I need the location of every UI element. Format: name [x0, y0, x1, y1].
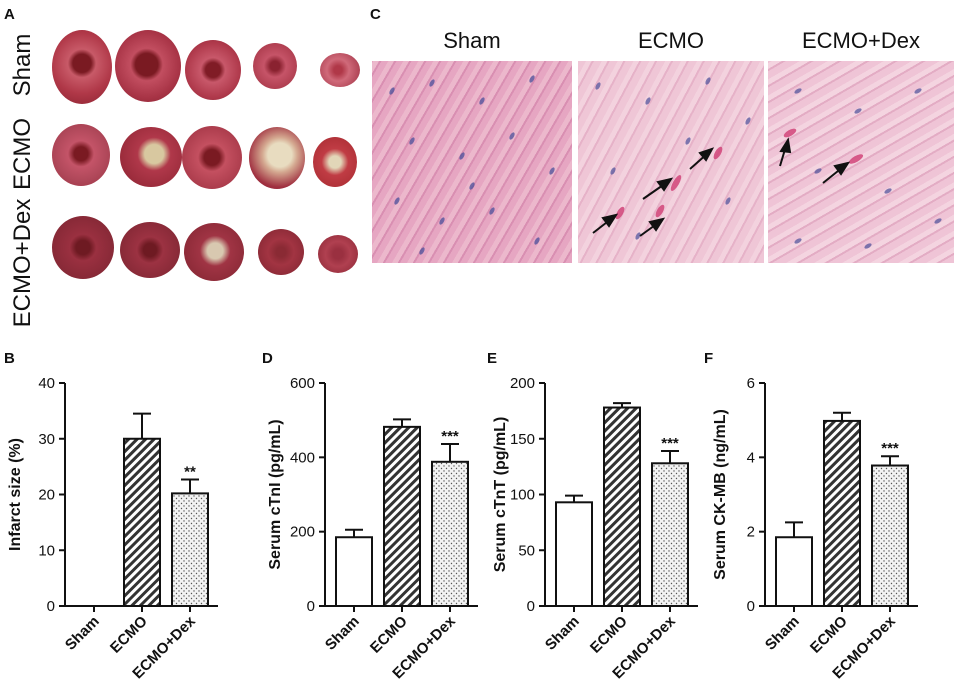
bar-ecmo	[383, 425, 421, 607]
row-label-ecmo-dex: ECMO+Dex	[9, 198, 36, 328]
y-tick-label: 10	[38, 542, 55, 559]
y-tick-label: 600	[290, 375, 315, 392]
y-tick-label: 0	[747, 598, 755, 615]
heart-slice	[258, 229, 304, 275]
bar-sham	[335, 536, 373, 607]
y-tick-label: 6	[747, 375, 755, 392]
heart-slice	[52, 30, 112, 104]
y-tick-label: 50	[518, 542, 535, 559]
heart-slice	[184, 223, 244, 281]
x-tick-label: ECMO	[367, 613, 411, 657]
heart-slice	[249, 127, 305, 189]
heart-slice	[120, 127, 182, 187]
heart-slice	[253, 43, 297, 89]
y-tick-label: 200	[510, 375, 535, 392]
x-tick-label: ECMO	[807, 613, 851, 657]
heart-slice	[313, 137, 357, 187]
nuclei	[389, 75, 555, 255]
panel-label-c: C	[370, 6, 381, 23]
y-tick-label: 4	[747, 449, 755, 466]
panel-label-a: A	[4, 6, 15, 23]
heart-slice	[185, 40, 241, 100]
x-tick-label: ECMO	[107, 613, 151, 657]
bar-ecmo-dex	[871, 464, 909, 608]
y-tick-label: 200	[290, 524, 315, 541]
heart-slice	[115, 30, 181, 102]
bar-ecmo	[123, 437, 161, 607]
y-axis-label: Serum cTnT (pg/mL)	[492, 417, 509, 573]
bar-ecmo	[823, 419, 861, 607]
y-tick-label: 100	[510, 487, 535, 504]
heart-slice	[52, 124, 110, 186]
y-tick-label: 150	[510, 431, 535, 448]
x-tick-label: Sham	[762, 613, 803, 654]
y-axis-label: Serum CK-MB (ng/mL)	[712, 409, 729, 580]
y-tick-label: 40	[38, 375, 55, 392]
histology-title-ecmo: ECMO	[638, 28, 704, 53]
significance-marker: ***	[441, 428, 459, 445]
row-label-sham: Sham	[9, 33, 36, 97]
heart-slice	[52, 216, 114, 279]
nuclei-and-arrows	[779, 88, 942, 249]
heart-slice	[120, 222, 180, 278]
y-tick-label: 0	[527, 598, 535, 615]
bar-ecmo	[603, 406, 641, 607]
histology-title-sham: Sham	[443, 28, 501, 53]
significance-marker: **	[184, 463, 196, 480]
chart-e-serum-ctnt: 0 50 100 150 200 Serum cTnT (pg/mL) Sham ECMO **…	[492, 375, 698, 682]
x-tick-label: Sham	[322, 613, 363, 654]
significance-marker: ***	[881, 440, 899, 457]
significance-marker: ***	[661, 435, 679, 452]
bar-ecmo-dex	[651, 462, 689, 607]
y-tick-label: 400	[290, 449, 315, 466]
bar-ecmo-dex	[171, 492, 209, 607]
panel-label-d: D	[262, 350, 273, 367]
row-label-ecmo: ECMO	[9, 118, 36, 190]
y-tick-label: 20	[38, 487, 55, 504]
histology-image-ecmo-dex	[768, 61, 954, 263]
bar-sham	[555, 501, 593, 607]
y-tick-label: 0	[307, 598, 315, 615]
y-tick-label: 0	[47, 598, 55, 615]
y-tick-label: 2	[747, 524, 755, 541]
bar-ecmo-dex	[431, 460, 469, 607]
heart-slice	[320, 53, 360, 87]
y-axis-label: Serum cTnI (pg/mL)	[267, 419, 284, 569]
heart-slice	[182, 126, 242, 189]
panel-label-f: F	[704, 350, 714, 367]
panel-label-b: B	[4, 350, 15, 367]
y-axis-label: Infarct size (%)	[7, 438, 24, 551]
bar-sham	[775, 536, 813, 607]
histology-image-ecmo	[578, 61, 764, 263]
histology-image-sham	[372, 61, 572, 263]
nuclei-and-arrows	[592, 77, 751, 240]
histology-title-ecmo-dex: ECMO+Dex	[802, 28, 920, 53]
y-tick-label: 30	[38, 431, 55, 448]
x-tick-label: Sham	[62, 613, 103, 654]
x-tick-label: Sham	[542, 613, 583, 654]
heart-slice	[318, 235, 358, 273]
x-tick-label: ECMO	[587, 613, 631, 657]
panel-label-e: E	[487, 350, 498, 367]
